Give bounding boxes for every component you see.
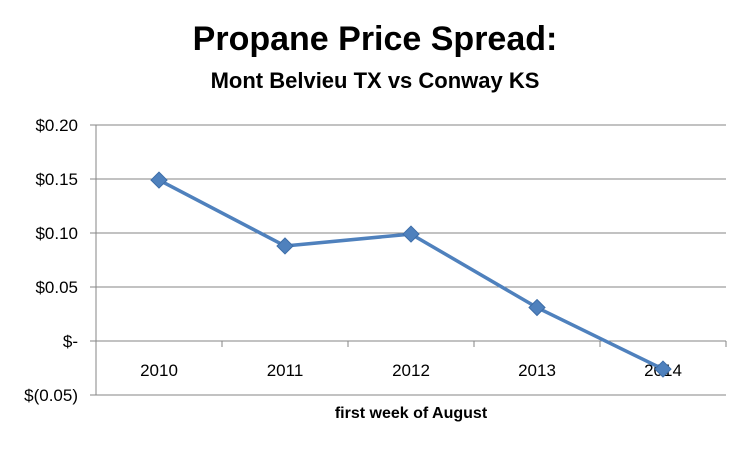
x-tick-labels: 20102011201220132014 bbox=[140, 361, 682, 380]
data-point-marker bbox=[150, 171, 168, 189]
x-axis-label: first week of August bbox=[335, 405, 488, 422]
y-tick-labels: $0.20 $0.15 $0.10 $0.05 $- $(0.05) bbox=[24, 116, 78, 405]
data-point-marker bbox=[528, 298, 546, 317]
y-tick-label: $0.20 bbox=[35, 116, 78, 135]
x-tick-label: 2012 bbox=[392, 361, 430, 380]
y-tick-label: $0.15 bbox=[35, 170, 78, 189]
data-point-marker bbox=[654, 360, 672, 378]
y-tick-label: $0.05 bbox=[35, 278, 78, 297]
chart-subtitle: Mont Belvieu TX vs Conway KS bbox=[210, 68, 540, 93]
data-point-marker bbox=[276, 237, 294, 255]
x-tick-label: 2013 bbox=[518, 361, 556, 380]
y-tick-label: $- bbox=[63, 332, 78, 351]
axes bbox=[90, 124, 727, 396]
chart-title: Propane Price Spread: bbox=[192, 20, 558, 58]
y-tick-label: $(0.05) bbox=[24, 386, 78, 405]
x-tick-label: 2011 bbox=[267, 361, 304, 380]
y-tick-label: $0.10 bbox=[35, 224, 78, 243]
data-point-marker bbox=[402, 225, 420, 243]
x-tick-label: 2010 bbox=[140, 361, 178, 380]
series bbox=[150, 171, 672, 378]
